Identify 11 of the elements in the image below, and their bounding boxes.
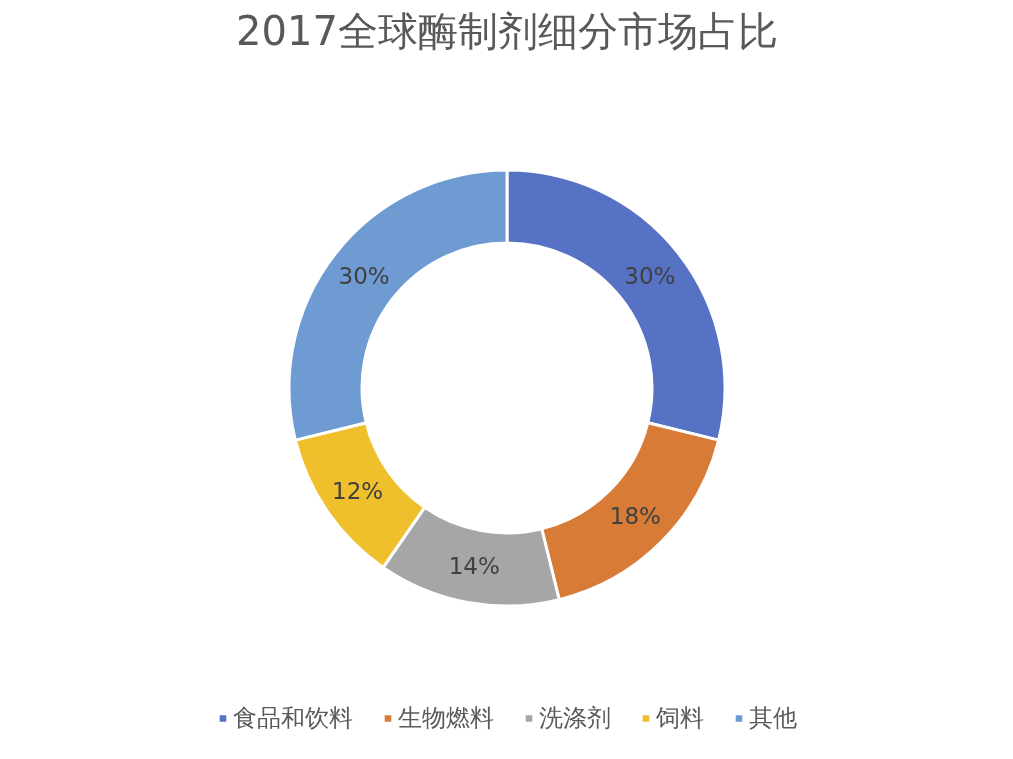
data-label: 14% [448, 553, 500, 580]
data-label: 12% [332, 478, 384, 505]
legend-label: 饲料 [656, 703, 704, 734]
data-label: 30% [624, 263, 676, 290]
legend-label: 其他 [749, 703, 797, 734]
data-label: 18% [609, 503, 661, 530]
chart-title: 2017全球酶制剂细分市场占比 [236, 7, 778, 54]
data-label: 30% [338, 263, 390, 290]
legend-label: 食品和饮料 [233, 703, 353, 734]
legend-label: 生物燃料 [398, 703, 494, 734]
legend-label: 洗涤剂 [539, 703, 611, 734]
